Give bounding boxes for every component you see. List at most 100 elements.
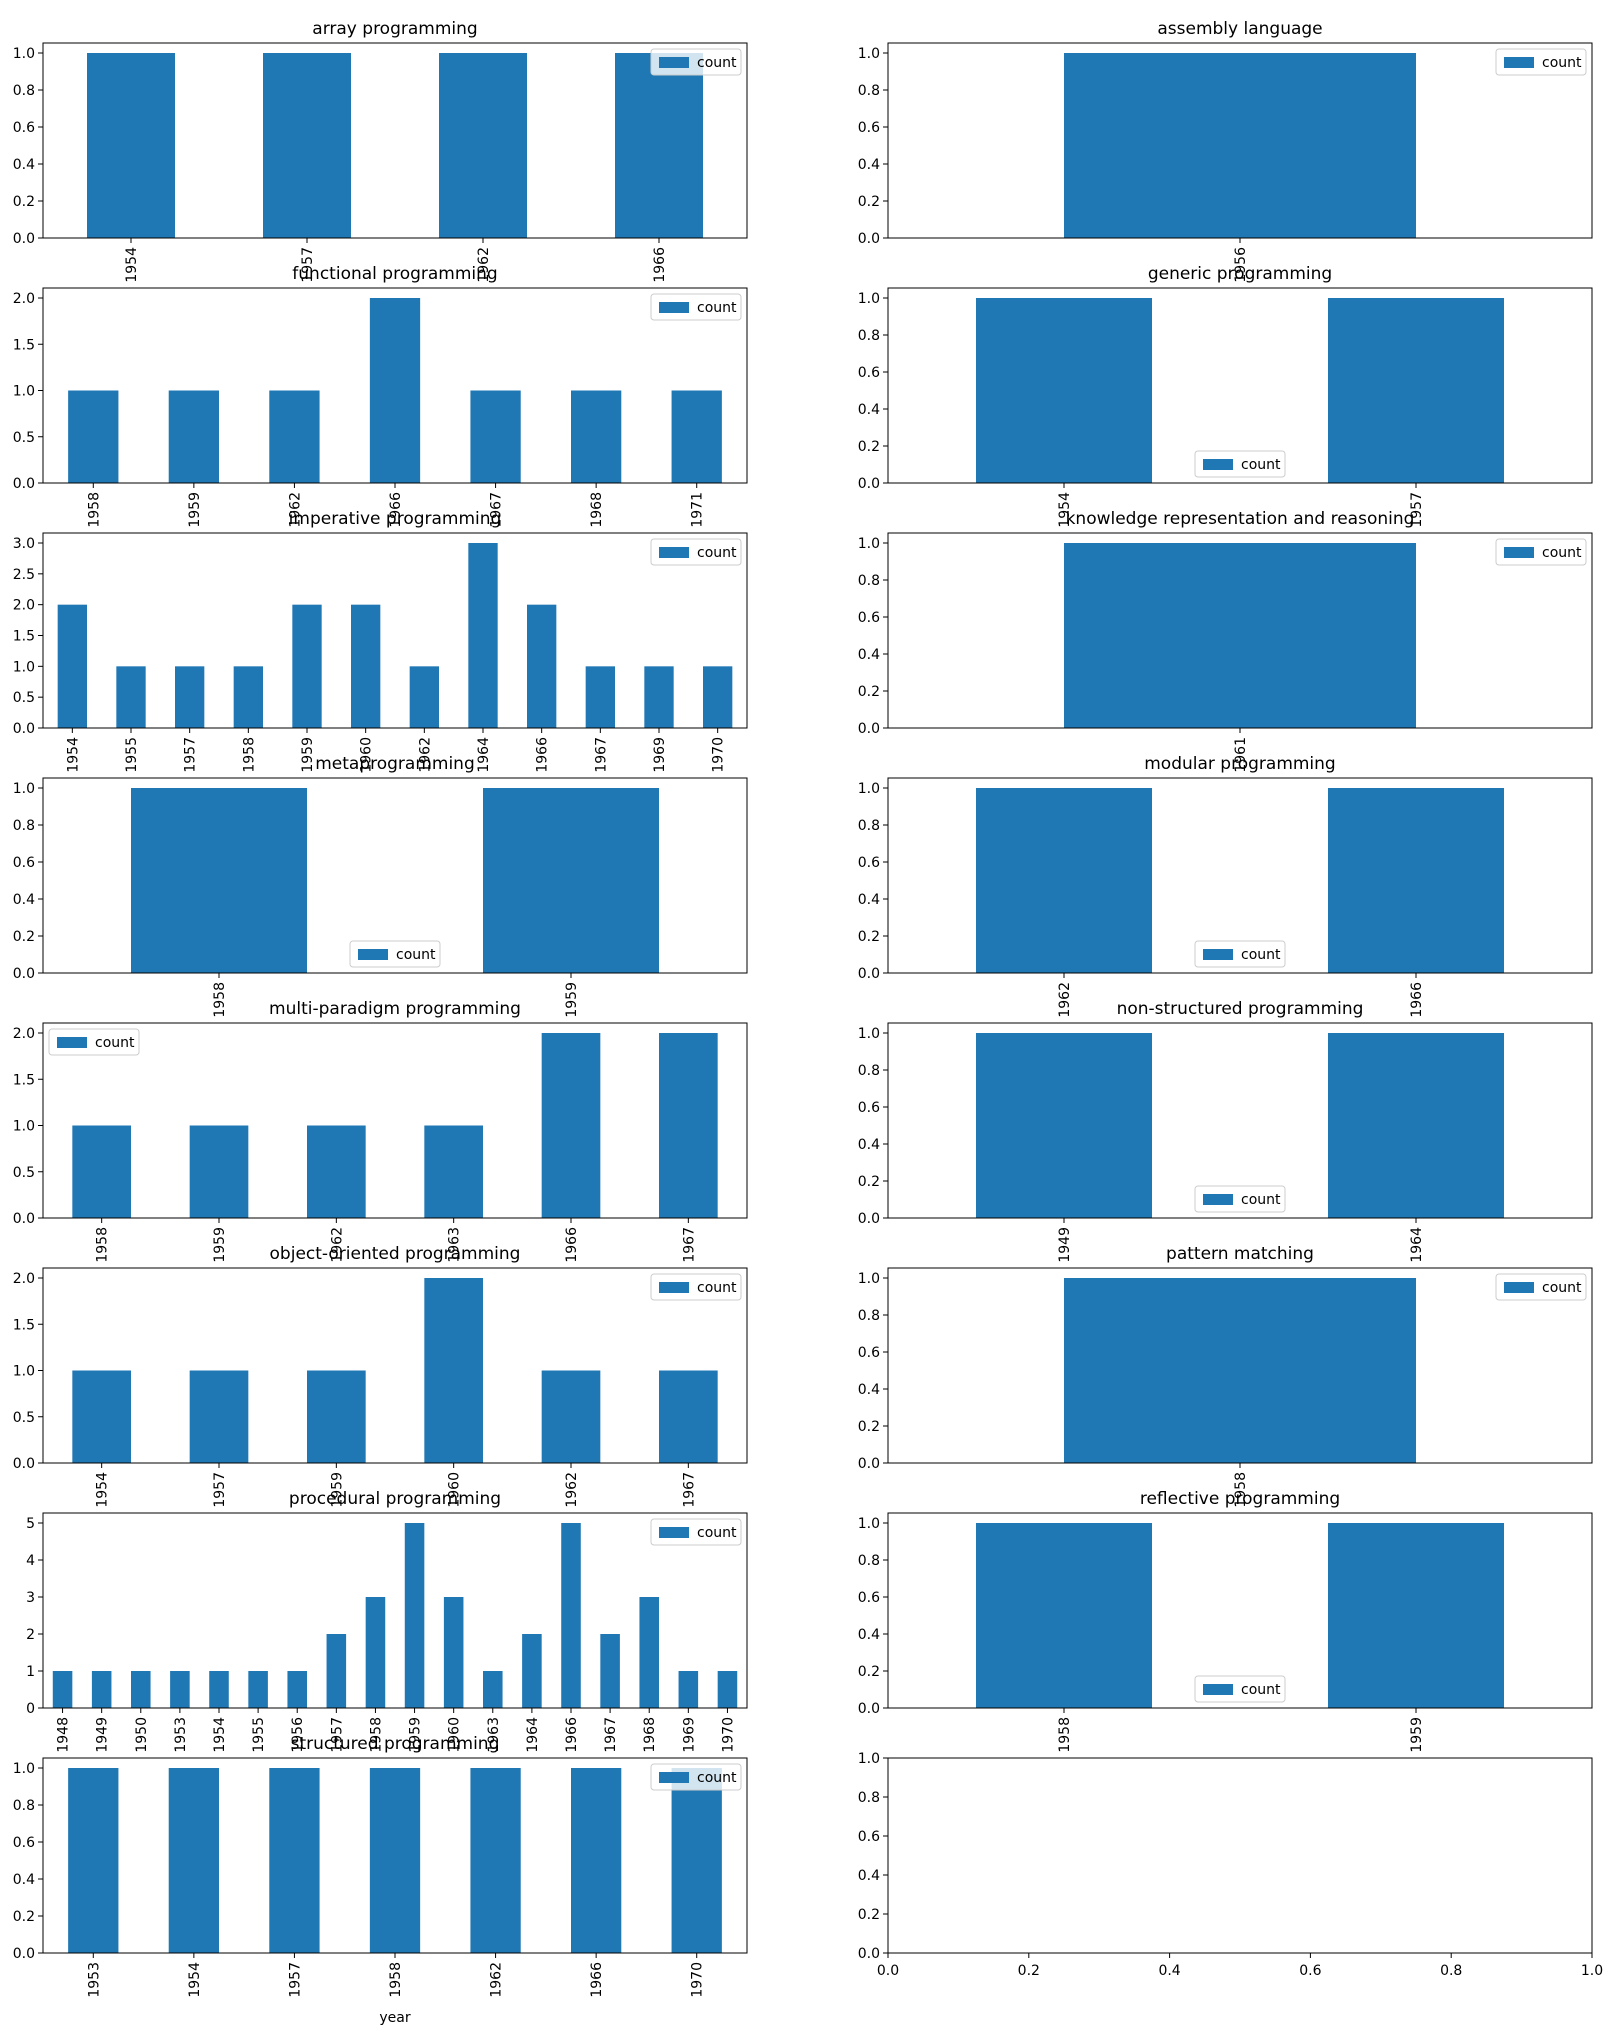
y-tick-label: 0.2 [858, 1664, 880, 1680]
y-tick-label: 2.0 [13, 1026, 35, 1042]
x-tick-label: 1958 [1057, 1717, 1073, 1753]
bar [1064, 53, 1416, 238]
bar [976, 788, 1152, 973]
x-tick-label: 1958 [86, 492, 102, 528]
subplot-13: 0 1 2 3 4 5 1948 1949 1950 1953 1954 1955 1956 1957 19… [26, 1489, 748, 1753]
bar [671, 1768, 722, 1953]
legend-box [1495, 48, 1587, 76]
legend-label: count [697, 55, 737, 71]
y-tick-label: 5 [26, 1516, 35, 1532]
y-tick-label: 0.6 [13, 1835, 35, 1851]
x-tick-label: 1962 [417, 737, 433, 773]
x-tick-label: 1962 [329, 1227, 345, 1263]
bar [287, 1671, 307, 1708]
legend-swatch [1203, 459, 1233, 470]
y-tick-label: 0.0 [13, 721, 35, 737]
x-tick-label: 1949 [95, 1717, 111, 1753]
legend-label: count [697, 545, 737, 561]
x-tick-label: 0.0 [877, 1963, 899, 1979]
bar [659, 1370, 718, 1463]
x-tick-label: 1956 [1233, 247, 1249, 283]
x-tick-label: 1954 [95, 1472, 111, 1508]
x-tick-label: 1964 [1409, 1227, 1425, 1263]
legend-swatch [659, 302, 689, 313]
legend-label: count [1241, 1682, 1281, 1698]
y-tick-label: 1.0 [858, 1026, 880, 1042]
x-tick-label: 1960 [447, 1472, 463, 1508]
y-tick-label: 2.0 [13, 291, 35, 307]
bar [541, 1033, 601, 1218]
subplot-14: 0.0 0.2 0.4 0.6 0.8 1.0 1958 1959 reflective pro… [858, 1489, 1593, 1753]
bar [644, 666, 674, 728]
y-tick-label: 0.6 [13, 120, 35, 136]
y-tick-label: 0.4 [858, 892, 880, 908]
y-tick-label: 1.0 [13, 1761, 35, 1777]
bar [443, 1597, 464, 1708]
bar [522, 1634, 542, 1708]
bar [131, 1671, 151, 1708]
bar [68, 1768, 119, 1953]
x-tick-label: 1957 [212, 1472, 228, 1508]
bar [404, 1523, 425, 1708]
y-tick-label: 1.0 [13, 659, 35, 675]
legend: count [1495, 1273, 1587, 1301]
y-tick-label: 0.6 [858, 1345, 880, 1361]
y-tick-label: 0.4 [13, 892, 35, 908]
y-tick-label: 0.0 [13, 966, 35, 982]
x-tick-label: 0.6 [1299, 1963, 1321, 1979]
legend: count [1194, 1675, 1286, 1703]
y-tick-label: 2 [26, 1627, 35, 1643]
bar [131, 788, 307, 973]
subplot-title: multi-paradigm programming [269, 999, 521, 1019]
x-tick-label: 1958 [388, 1962, 404, 1998]
axes-frame [887, 287, 1593, 484]
axes-frame [42, 1512, 748, 1709]
axes-frame [887, 1022, 1593, 1219]
y-tick-label: 0.8 [858, 328, 880, 344]
axes-frame [887, 777, 1593, 974]
legend-label: count [1542, 1280, 1582, 1296]
bar [678, 1671, 699, 1708]
legend-box [1495, 538, 1587, 566]
y-tick-label: 0.8 [13, 1798, 35, 1814]
legend-box [1194, 1185, 1286, 1213]
legend-label: count [697, 1280, 737, 1296]
bar [615, 53, 703, 238]
y-tick-label: 0.0 [858, 1456, 880, 1472]
bar [351, 604, 381, 728]
x-tick-label: 1966 [652, 247, 668, 283]
x-tick-label: 1950 [134, 1717, 150, 1753]
legend-box [1495, 1273, 1587, 1301]
bar [659, 1033, 718, 1218]
y-tick-label: 1.5 [13, 337, 35, 353]
bar [671, 390, 722, 483]
axes-frame [42, 532, 748, 729]
bar [1064, 1278, 1416, 1463]
bar [439, 53, 527, 238]
y-tick-label: 0.2 [13, 194, 35, 210]
legend-box [1194, 1675, 1286, 1703]
bar [307, 1370, 366, 1463]
x-tick-label: 1961 [1233, 737, 1249, 773]
legend: count [650, 1518, 742, 1546]
bar [1064, 543, 1416, 728]
legend-label: count [95, 1035, 135, 1051]
bar [91, 1671, 112, 1708]
y-tick-label: 0.6 [858, 1100, 880, 1116]
x-tick-label: 1962 [476, 247, 492, 283]
y-tick-label: 1.0 [858, 46, 880, 62]
plot-area [888, 1758, 1592, 1953]
subplot-title: assembly language [1157, 19, 1322, 39]
bar [600, 1634, 620, 1708]
y-tick-label: 0.8 [858, 1553, 880, 1569]
bar [976, 298, 1152, 483]
x-tick-label: 1953 [86, 1962, 102, 1998]
bar [57, 604, 87, 728]
subplot-title: knowledge representation and reasoning [1066, 509, 1415, 529]
legend-box [650, 1763, 742, 1791]
y-tick-label: 0.8 [13, 83, 35, 99]
y-tick-label: 0.8 [858, 573, 880, 589]
legend-swatch [1203, 1684, 1233, 1695]
legend-swatch [1504, 1282, 1534, 1293]
bar [175, 666, 205, 728]
